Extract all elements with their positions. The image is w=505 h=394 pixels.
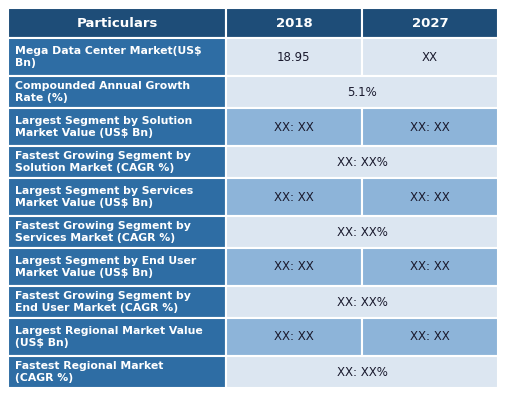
Bar bbox=[226, 108, 361, 146]
Text: Fastest Growing Segment by
End User Market (CAGR %): Fastest Growing Segment by End User Mark… bbox=[15, 291, 190, 313]
Text: XX: XX%: XX: XX% bbox=[336, 366, 387, 379]
Bar bbox=[361, 38, 497, 76]
Bar bbox=[226, 318, 361, 356]
Bar bbox=[8, 76, 226, 108]
Text: XX: XX: XX: XX bbox=[409, 191, 449, 203]
Text: Particulars: Particulars bbox=[76, 17, 158, 30]
Bar bbox=[361, 318, 497, 356]
Text: XX: XX: XX: XX bbox=[274, 331, 313, 344]
Bar bbox=[8, 356, 226, 388]
Bar bbox=[226, 146, 497, 178]
Bar bbox=[361, 178, 497, 216]
Text: XX: XX%: XX: XX% bbox=[336, 225, 387, 238]
Text: Mega Data Center Market(US$
Bn): Mega Data Center Market(US$ Bn) bbox=[15, 46, 201, 68]
Bar bbox=[8, 146, 226, 178]
Text: XX: XX: XX: XX bbox=[274, 260, 313, 273]
Text: 18.95: 18.95 bbox=[277, 50, 310, 63]
Bar bbox=[361, 248, 497, 286]
Bar bbox=[8, 216, 226, 248]
Bar bbox=[226, 248, 361, 286]
Text: 5.1%: 5.1% bbox=[346, 85, 376, 98]
Text: Largest Segment by Services
Market Value (US$ Bn): Largest Segment by Services Market Value… bbox=[15, 186, 193, 208]
Text: XX: XX%: XX: XX% bbox=[336, 156, 387, 169]
Bar bbox=[8, 248, 226, 286]
Text: Fastest Growing Segment by
Solution Market (CAGR %): Fastest Growing Segment by Solution Mark… bbox=[15, 151, 190, 173]
Text: XX: XX: XX: XX bbox=[409, 331, 449, 344]
Bar bbox=[226, 8, 361, 38]
Bar bbox=[226, 356, 497, 388]
Bar bbox=[361, 8, 497, 38]
Bar bbox=[226, 38, 361, 76]
Text: XX: XX: XX: XX bbox=[274, 121, 313, 134]
Bar bbox=[8, 108, 226, 146]
Bar bbox=[361, 108, 497, 146]
Text: XX: XX: XX: XX bbox=[409, 260, 449, 273]
Text: 2018: 2018 bbox=[275, 17, 312, 30]
Bar bbox=[8, 8, 226, 38]
Text: XX: XX%: XX: XX% bbox=[336, 296, 387, 309]
Text: XX: XX bbox=[421, 50, 437, 63]
Text: Largest Regional Market Value
(US$ Bn): Largest Regional Market Value (US$ Bn) bbox=[15, 326, 203, 348]
Text: XX: XX: XX: XX bbox=[409, 121, 449, 134]
Text: XX: XX: XX: XX bbox=[274, 191, 313, 203]
Bar bbox=[8, 38, 226, 76]
Bar bbox=[8, 286, 226, 318]
Text: Compounded Annual Growth
Rate (%): Compounded Annual Growth Rate (%) bbox=[15, 81, 190, 103]
Bar bbox=[8, 178, 226, 216]
Text: 2027: 2027 bbox=[411, 17, 447, 30]
Bar bbox=[226, 178, 361, 216]
Text: Fastest Growing Segment by
Services Market (CAGR %): Fastest Growing Segment by Services Mark… bbox=[15, 221, 190, 243]
Text: Largest Segment by Solution
Market Value (US$ Bn): Largest Segment by Solution Market Value… bbox=[15, 116, 192, 138]
Text: Fastest Regional Market
(CAGR %): Fastest Regional Market (CAGR %) bbox=[15, 361, 163, 383]
Bar bbox=[226, 286, 497, 318]
Bar bbox=[226, 216, 497, 248]
Bar bbox=[226, 76, 497, 108]
Text: Largest Segment by End User
Market Value (US$ Bn): Largest Segment by End User Market Value… bbox=[15, 256, 196, 278]
Bar bbox=[8, 318, 226, 356]
